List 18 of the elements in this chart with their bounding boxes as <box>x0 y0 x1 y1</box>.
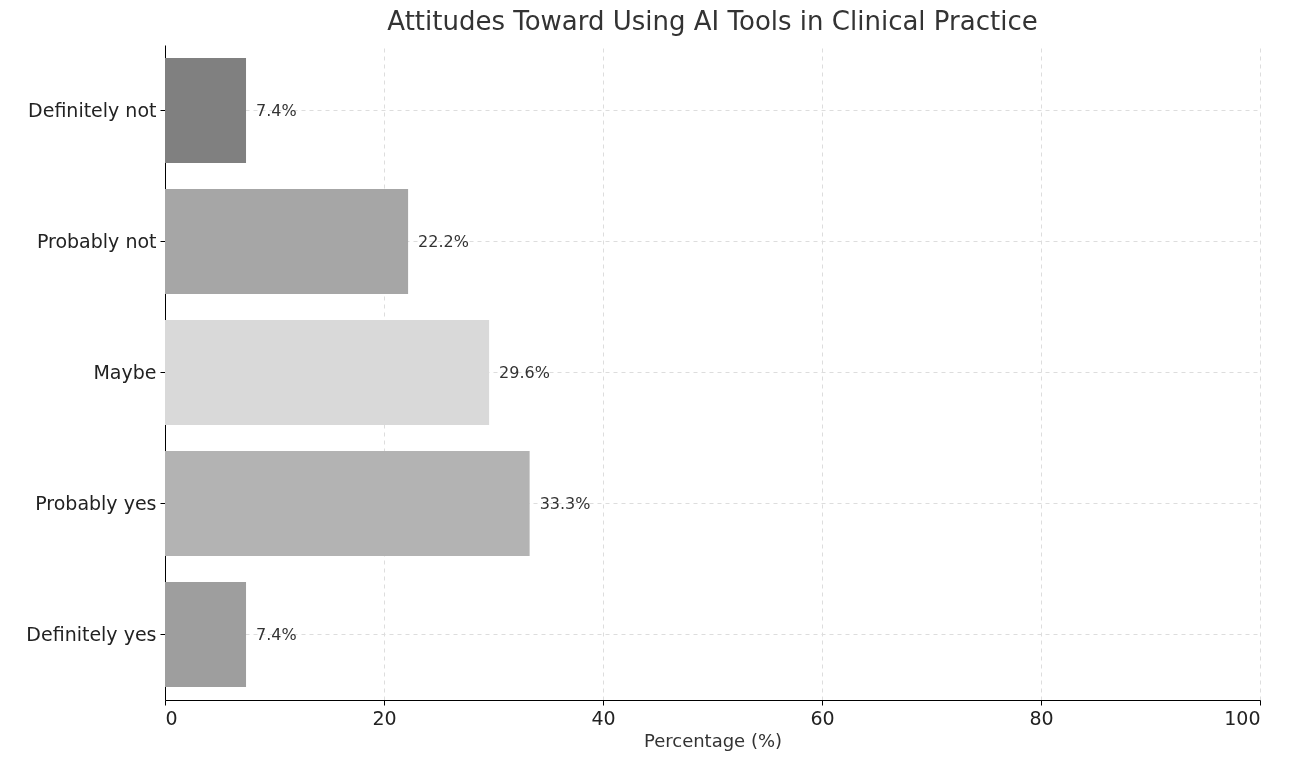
y-tick-label: Probably not <box>36 229 157 252</box>
data-label: 7.4% <box>256 100 297 120</box>
data-label: 7.4% <box>256 624 297 644</box>
y-tick-label: Definitely not <box>28 98 157 121</box>
x-tick-label: 100 <box>1224 706 1261 729</box>
data-label: 22.2% <box>418 231 469 251</box>
chart-title: Attitudes Toward Using AI Tools in Clinical Practice <box>387 6 1038 36</box>
data-label: 29.6% <box>499 362 550 382</box>
data-label: 33.3% <box>539 493 591 513</box>
x-tick-label: 60 <box>810 706 835 729</box>
x-tick-label: 80 <box>1029 706 1054 729</box>
y-tick-label: Definitely yes <box>26 622 157 645</box>
x-tick-label: 0 <box>165 706 178 729</box>
x-tick-label: 20 <box>372 706 397 729</box>
x-tick-label: 40 <box>591 706 616 729</box>
y-tick-label: Probably yes <box>35 491 157 514</box>
y-tick-label: Maybe <box>93 360 157 383</box>
x-axis-title: Percentage (%) <box>643 729 783 751</box>
